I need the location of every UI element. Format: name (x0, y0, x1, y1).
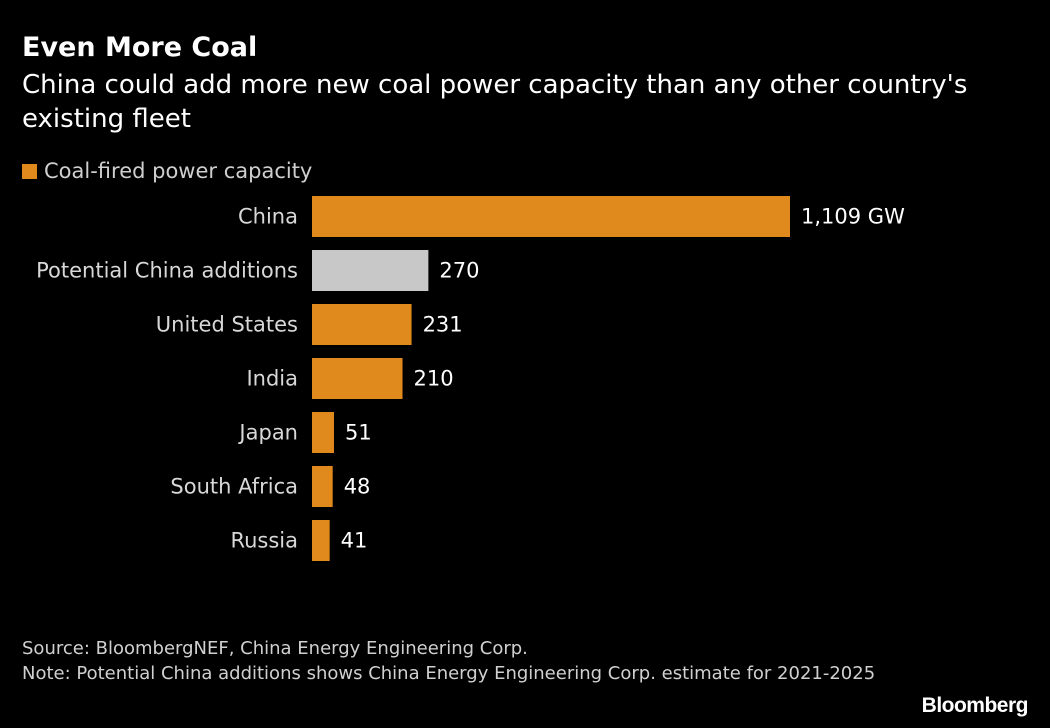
value-label: 41 (341, 529, 368, 553)
bloomberg-logo: Bloomberg (921, 694, 1029, 717)
legend-swatch (22, 163, 37, 179)
bar (312, 466, 333, 507)
chart-subtitle: China could add more new coal power capa… (22, 70, 968, 134)
source-note: Source: BloombergNEF, China Energy Engin… (22, 638, 528, 659)
bar (312, 412, 334, 453)
chart-title: Even More Coal (22, 32, 258, 63)
category-label: Japan (237, 421, 298, 445)
footnote: Source: BloombergNEF, China Energy Engin… (22, 636, 902, 686)
category-label: India (246, 367, 298, 391)
value-label: 48 (344, 475, 371, 499)
category-label: Potential China additions (36, 259, 298, 283)
value-label: 231 (423, 313, 463, 337)
bar (312, 304, 412, 345)
legend-label: Coal-fired power capacity (44, 159, 313, 183)
bar-chart: China 1,109 GW Potential China additions 27… (36, 196, 905, 561)
category-label: China (238, 205, 298, 229)
bar (312, 520, 330, 561)
bar (312, 358, 403, 399)
category-label: South Africa (170, 475, 298, 499)
value-label: 270 (439, 259, 479, 283)
value-label: 210 (414, 367, 454, 391)
category-label: United States (156, 313, 298, 337)
chart-note: Note: Potential China additions shows Ch… (22, 663, 876, 684)
category-label: Russia (230, 529, 298, 553)
value-label: 51 (345, 421, 372, 445)
bar (312, 250, 429, 291)
bar (312, 196, 790, 237)
value-label: 1,109 GW (801, 205, 905, 229)
legend: Coal-fired power capacity (22, 157, 312, 185)
